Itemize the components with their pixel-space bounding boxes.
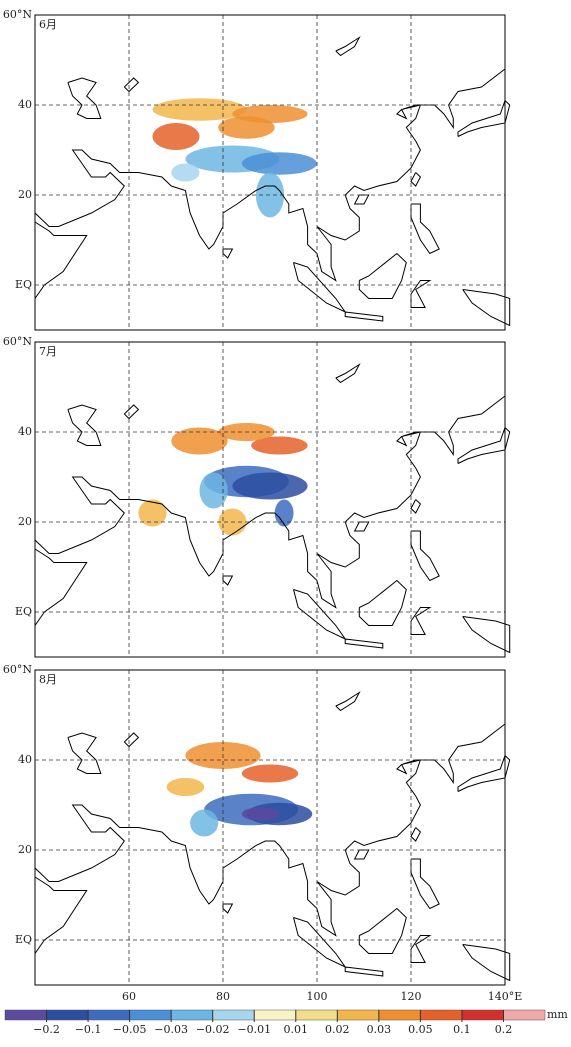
anomaly-patch [241,764,299,783]
colorbar-box [378,1009,421,1021]
anomaly-patch [241,152,317,175]
colorbar-box [253,1009,297,1021]
colorbar-box [503,1009,546,1021]
colorbar-box [46,1009,89,1021]
colorbar-label: −0.03 [154,1023,188,1036]
anomaly-patch [241,807,280,821]
anomaly-patch [171,427,228,455]
x-tick-label: 120 [401,990,422,1003]
y-tick-label: 40 [18,753,32,766]
y-tick-label: 20 [18,515,32,528]
y-tick-label: EQ [15,933,32,946]
colorbar-box [170,1009,213,1021]
colorbar-box [129,1009,172,1021]
map-panel: 60°N 40 20 EQ 8月 60 80 100 120 140°E [3,663,522,1003]
panel-label: 6月 [39,18,57,31]
anomaly-patch [152,98,247,121]
y-tick-label: 60°N [3,335,32,348]
coastline-group [34,692,511,986]
anomaly-patch [199,472,228,509]
colorbar-label: 0.05 [408,1023,433,1036]
panel-frame [34,669,506,986]
anomaly-patch [232,472,308,500]
colorbar: −0.2 −0.1 −0.05 −0.03 −0.02 −0.01 0.01 0.02 0.03… [4,1008,571,1036]
colorbar-box [4,1009,47,1021]
panel-label: 7月 [39,345,57,358]
colorbar-label: −0.02 [196,1023,230,1036]
colorbar-label: −0.01 [237,1023,271,1036]
map-panel: 60°N 40 20 EQ 7月 [3,335,511,658]
colorbar-label: −0.05 [113,1023,147,1036]
x-tick-label: 140°E [488,990,523,1003]
map-panel: 60°N 40 20 EQ 6月 [3,8,511,331]
anomaly-patch [152,123,200,150]
anomaly-patch [255,172,285,218]
anomaly-patch [138,499,167,527]
colorbar-label: 0.2 [495,1023,513,1036]
anomaly-patch [274,499,294,527]
y-tick-label: EQ [15,605,32,618]
x-tick-label: 60 [122,990,136,1003]
y-tick-label: EQ [15,278,32,291]
anomaly-patch [218,116,275,139]
anomaly-patch [190,809,219,837]
panel-frame [34,341,506,658]
y-tick-label: 40 [18,425,32,438]
colorbar-label: 0.02 [325,1023,350,1036]
anomaly-patch [251,436,308,455]
colorbar-label: 0.01 [284,1023,309,1036]
colorbar-label: 0.03 [367,1023,392,1036]
colorbar-unit: mm · d⁻¹ [547,1008,571,1021]
y-tick-label: 60°N [3,663,32,676]
x-tick-label: 80 [216,990,230,1003]
colorbar-box [87,1009,130,1021]
y-tick-label: 60°N [3,8,32,21]
colorbar-label: −0.2 [33,1023,60,1036]
colorbar-label: −0.1 [75,1023,102,1036]
colorbar-label: 0.1 [453,1023,471,1036]
coastline-group [34,364,511,658]
y-tick-label: 40 [18,98,32,111]
anomaly-patch [171,163,200,182]
anomaly-patch [166,778,205,796]
panel-frame [34,14,506,331]
colorbar-box [420,1009,463,1021]
y-tick-label: 20 [18,843,32,856]
panel-label: 8月 [39,673,57,686]
colorbar-box [461,1009,504,1021]
colorbar-box [212,1009,255,1021]
x-tick-label: 100 [307,990,328,1003]
colorbar-box [337,1009,380,1021]
colorbar-box [295,1009,338,1021]
y-tick-label: 20 [18,188,32,201]
